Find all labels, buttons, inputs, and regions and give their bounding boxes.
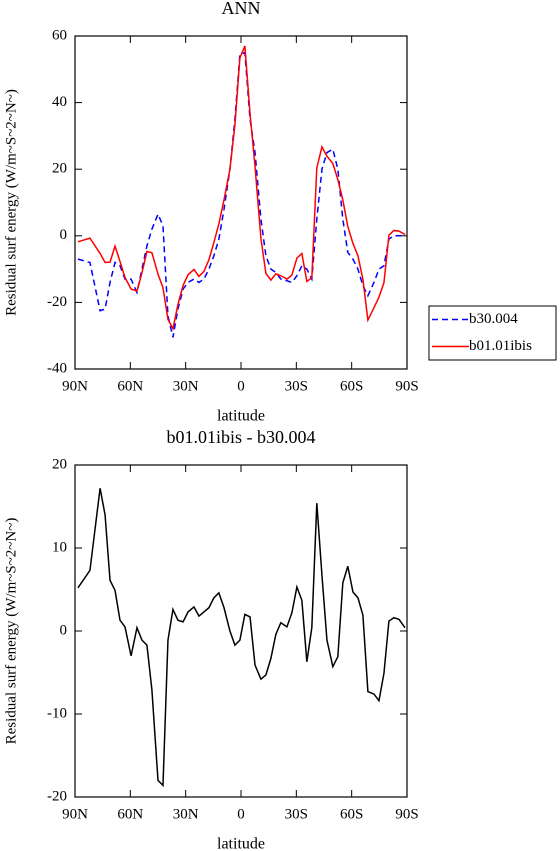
legend-label: b30.004: [469, 311, 518, 327]
y-tick-label: 20: [52, 456, 67, 472]
y-tick-label: 20: [52, 161, 67, 177]
legend-label: b01.01ibis: [469, 338, 532, 354]
chart-title: b01.01ibis - b30.004: [166, 427, 315, 447]
plot-frame: [74, 35, 408, 370]
y-tick-label: 0: [60, 622, 68, 638]
series-line: [77, 45, 406, 331]
x-tick-label: 30S: [285, 806, 308, 822]
y-tick-label: 10: [52, 539, 67, 555]
series-line: [77, 51, 405, 338]
x-tick-label: 30N: [173, 806, 199, 822]
plot-frame: [74, 464, 408, 798]
x-tick-label: 90N: [62, 806, 88, 822]
x-axis-label: latitude: [217, 408, 265, 425]
x-tick-label: 60S: [340, 806, 363, 822]
x-tick-label: 90N: [62, 378, 88, 394]
y-tick-label: 60: [52, 27, 67, 43]
y-tick-label: 0: [60, 227, 68, 243]
x-tick-label: 90S: [395, 378, 418, 394]
y-tick-label: -20: [47, 788, 67, 804]
y-tick-label: -20: [47, 294, 67, 310]
x-tick-label: 30S: [285, 378, 308, 394]
x-tick-label: 60N: [117, 806, 143, 822]
x-tick-label: 60N: [117, 378, 143, 394]
x-tick-label: 90S: [395, 806, 418, 822]
series-line: [77, 488, 406, 788]
y-tick-label: -40: [47, 360, 67, 376]
y-tick-label: -10: [47, 705, 67, 721]
x-axis-label: latitude: [217, 836, 265, 851]
x-tick-label: 60S: [340, 378, 363, 394]
chart-title: ANN: [222, 0, 261, 18]
y-tick-label: 40: [52, 94, 67, 110]
x-tick-label: 0: [237, 806, 245, 822]
y-axis-label: Residual surf energy (W/m~S~2~N~): [3, 89, 19, 316]
y-axis-label: Residual surf energy (W/m~S~2~N~): [3, 518, 19, 745]
x-tick-label: 0: [237, 378, 245, 394]
x-tick-label: 30N: [173, 378, 199, 394]
legend-box: [428, 305, 557, 361]
